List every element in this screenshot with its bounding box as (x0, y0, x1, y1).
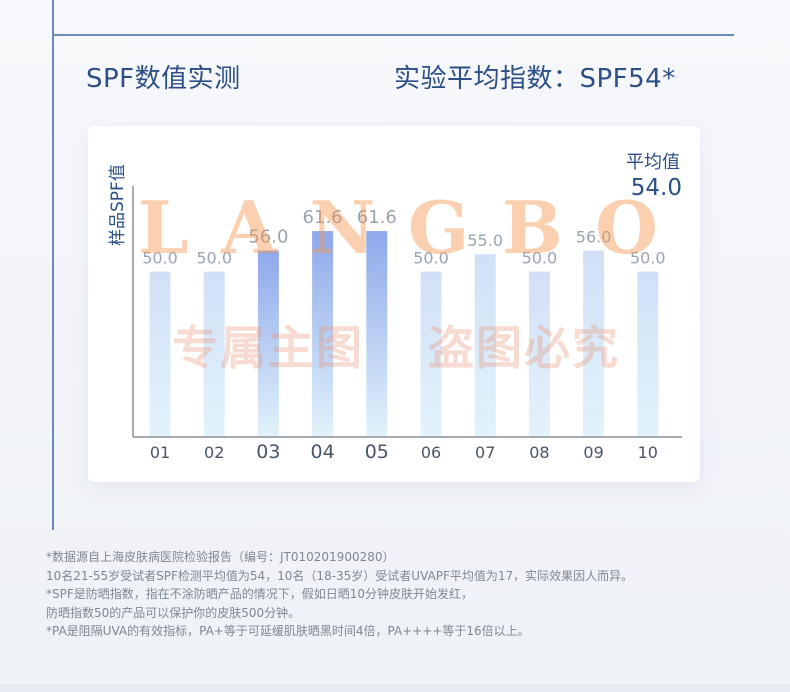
value-label-09: 56.0 (576, 228, 612, 247)
x-tick-08: 08 (529, 443, 549, 462)
value-label-06: 50.0 (413, 249, 449, 268)
x-tick-10: 10 (638, 443, 658, 462)
x-tick-07: 07 (475, 443, 495, 462)
value-label-03: 56.0 (248, 227, 288, 248)
value-label-07: 55.0 (467, 231, 503, 250)
bar-01 (149, 271, 171, 437)
bar-10 (637, 271, 659, 437)
section-title: SPF数值实测 (86, 64, 241, 94)
average-label: 平均值 (626, 152, 680, 173)
footnote-line: 防晒指数50的产品可以保护你的皮肤500分钟。 (46, 605, 301, 620)
bar-02 (203, 271, 225, 437)
footnote-line: *数据源自上海皮肤病医院检验报告（编号：JT010201900280） (46, 550, 395, 564)
value-label-02: 50.0 (196, 249, 232, 268)
x-tick-03: 03 (256, 441, 280, 463)
footnote-line: *SPF是防晒指数，指在不涂防晒产品的情况下，假如日晒10分钟皮肤开始发红， (46, 587, 474, 601)
frame-vertical-line (52, 0, 54, 530)
footnote-line: *PA是阻隔UVA的有效指标，PA+等于可延缓肌肤晒黑时间4倍，PA++++等于… (46, 624, 530, 638)
x-tick-02: 02 (204, 443, 224, 462)
bar-05 (366, 231, 388, 437)
bar-07 (474, 254, 496, 437)
y-axis-label: 样品SPF值 (108, 164, 128, 246)
x-tick-04: 04 (311, 441, 335, 463)
value-label-04: 61.6 (303, 207, 343, 228)
x-tick-05: 05 (365, 441, 389, 463)
bar-09 (583, 250, 605, 437)
value-label-10: 50.0 (630, 249, 666, 268)
bar-03 (257, 250, 279, 437)
x-tick-06: 06 (421, 443, 441, 462)
value-label-05: 61.6 (357, 207, 397, 228)
average-value: 54.0 (631, 175, 682, 201)
frame-horizontal-line (52, 34, 734, 36)
footnote-line: 10名21-55岁受试者SPF检测平均值为54，10名（18-35岁）受试者UV… (46, 568, 634, 583)
bottom-band (0, 684, 790, 692)
value-label-08: 50.0 (522, 249, 558, 268)
x-tick-09: 09 (583, 443, 603, 462)
average-index-title: 实验平均指数：SPF54* (394, 64, 676, 94)
footnotes: *数据源自上海皮肤病医院检验报告（编号：JT010201900280） 10名2… (46, 548, 746, 641)
value-label-01: 50.0 (142, 249, 178, 268)
bar-06 (420, 271, 442, 437)
x-tick-01: 01 (150, 443, 170, 462)
bar-08 (528, 271, 550, 437)
bar-04 (312, 231, 334, 437)
